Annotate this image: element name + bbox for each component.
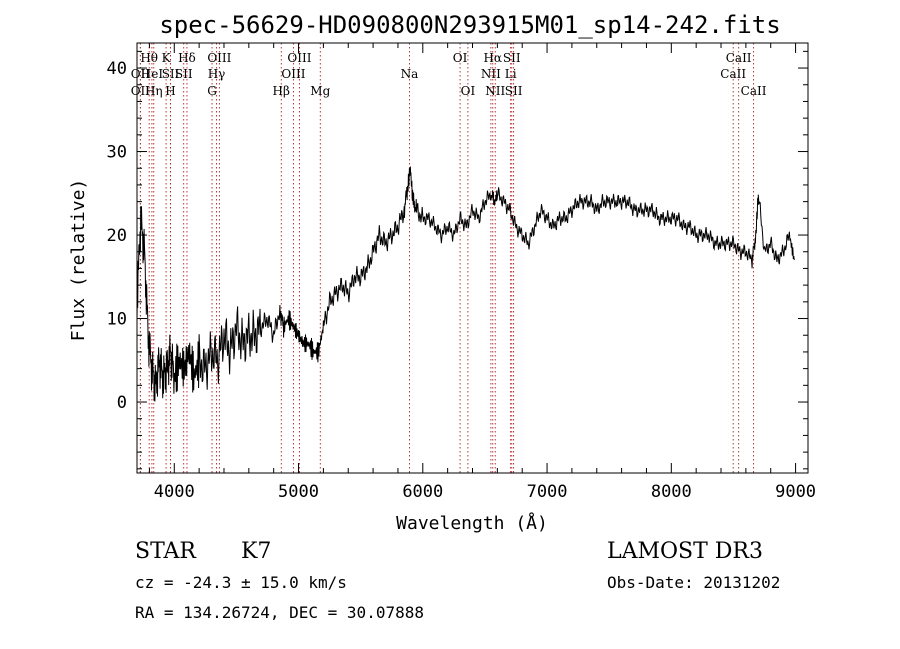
ref-line-label: Na xyxy=(401,67,419,81)
ref-line-label: HeI xyxy=(141,67,164,81)
x-tick-label: 4000 xyxy=(154,482,195,502)
x-tick-label: 6000 xyxy=(402,482,443,502)
y-axis-label: Flux (relative) xyxy=(68,179,89,342)
reference-line-labels: OIIHθOIIHeIHηKHSIIHδSIIGOIIIHγHβOIIIOIII… xyxy=(131,51,767,98)
plot-frame xyxy=(136,42,809,474)
ref-line-label: Hβ xyxy=(273,84,290,98)
x-tick-label: 9000 xyxy=(775,482,816,502)
ref-line-label: SII xyxy=(175,67,193,81)
redshift-velocity: cz = -24.3 ± 15.0 km/s xyxy=(135,573,347,592)
y-tick-label: 10 xyxy=(107,310,127,330)
x-tick-label: 8000 xyxy=(651,482,692,502)
ref-line-label: OIII xyxy=(287,51,311,65)
ref-line-label: SII xyxy=(162,67,180,81)
ref-line-label: H xyxy=(165,84,175,98)
y-tick-label: 40 xyxy=(107,59,127,79)
ref-line-label: SII xyxy=(503,51,521,65)
survey-name: LAMOST DR3 xyxy=(607,539,763,564)
ref-line-label: K xyxy=(162,51,172,65)
y-axis-ticks: 0 10 20 30 40 xyxy=(107,50,808,470)
y-tick-label: 30 xyxy=(107,143,127,163)
ref-line-label: OIII xyxy=(281,67,305,81)
ref-line-label: Hα xyxy=(483,51,502,65)
reference-lines xyxy=(139,43,755,473)
x-axis-label: Wavelength (Å) xyxy=(396,512,548,534)
ref-line-label: Li xyxy=(505,67,517,81)
ref-line-label: CaII xyxy=(726,51,752,65)
ref-line-label: NII xyxy=(485,84,505,98)
ref-line-label: CaII xyxy=(720,67,746,81)
ref-line-label: OIII xyxy=(207,51,231,65)
y-tick-label: 20 xyxy=(107,226,127,246)
ref-line-label: Hδ xyxy=(178,51,196,65)
x-tick-label: 7000 xyxy=(527,482,568,502)
object-class: STAR xyxy=(135,539,196,564)
x-axis-ticks: 4000 5000 6000 7000 8000 9000 xyxy=(148,43,816,502)
ref-line-label: Hη xyxy=(145,84,163,98)
ref-line-label: OI xyxy=(453,51,468,65)
coordinates: RA = 134.26724, DEC = 30.07888 xyxy=(135,603,424,622)
spectrum-series xyxy=(136,165,795,402)
ref-line-label: OII xyxy=(131,67,151,81)
chart-title: spec-56629-HD090800N293915M01_sp14-242.f… xyxy=(159,11,780,39)
ref-line-label: Mg xyxy=(310,84,330,98)
ref-line-label: SII xyxy=(505,84,523,98)
spectral-subclass: K7 xyxy=(241,539,272,564)
ref-line-label: Hγ xyxy=(208,67,226,81)
y-tick-label: 0 xyxy=(117,393,127,413)
observation-date: Obs-Date: 20131202 xyxy=(607,573,781,592)
ref-line-label: G xyxy=(207,84,217,98)
ref-line-label: OI xyxy=(461,84,476,98)
ref-line-label: CaII xyxy=(741,84,767,98)
ref-line-label: OII xyxy=(131,84,151,98)
ref-line-label: Hθ xyxy=(140,51,158,65)
x-tick-label: 5000 xyxy=(278,482,319,502)
ref-line-label: NII xyxy=(481,67,501,81)
